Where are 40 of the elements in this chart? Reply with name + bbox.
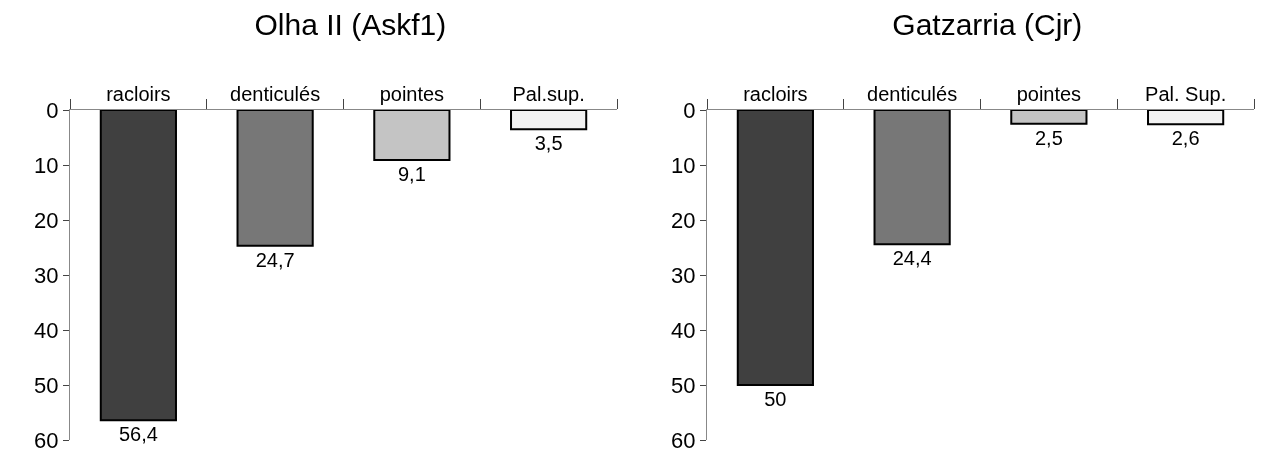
bar xyxy=(510,110,588,131)
bar xyxy=(873,110,951,246)
y-tick-label: 40 xyxy=(671,317,696,343)
bar xyxy=(1147,110,1225,126)
data-label: 24,7 xyxy=(255,248,295,271)
y-tick-label: 30 xyxy=(671,262,696,288)
x-tick-label: racloirs xyxy=(106,83,171,105)
y-tick-label: 20 xyxy=(671,207,696,233)
x-tick-label: pointes xyxy=(379,83,445,105)
y-tick-label: 0 xyxy=(46,97,59,123)
y-tick-label: 50 xyxy=(34,372,59,398)
data-label: 24,4 xyxy=(892,247,932,270)
y-tick-label: 30 xyxy=(34,262,59,288)
y-tick-label: 20 xyxy=(34,207,59,233)
x-tick-label: pointes xyxy=(1016,83,1082,105)
data-label: 56,4 xyxy=(118,423,158,446)
y-tick-label: 10 xyxy=(34,152,59,178)
data-label: 50 xyxy=(764,388,787,410)
data-label: 9,1 xyxy=(397,163,426,186)
bar xyxy=(736,110,814,386)
data-label: 2,6 xyxy=(1171,127,1200,150)
x-tick-label: Pal. Sup. xyxy=(1145,83,1227,105)
chart-title: Gatzarria (Cjr) xyxy=(892,8,1083,42)
bar xyxy=(373,110,451,162)
data-label: 3,5 xyxy=(534,132,563,155)
bar xyxy=(236,110,314,247)
y-tick-label: 0 xyxy=(683,97,696,123)
y-tick-label: 60 xyxy=(671,427,696,453)
bar xyxy=(99,110,177,422)
y-tick-label: 10 xyxy=(671,152,696,178)
x-tick-label: racloirs xyxy=(743,83,808,105)
bar xyxy=(1010,110,1088,125)
data-label: 2,5 xyxy=(1034,126,1063,149)
x-tick-label: Pal.sup. xyxy=(512,83,585,105)
y-tick-label: 50 xyxy=(671,372,696,398)
chart-title: Olha II (Askf1) xyxy=(254,8,447,42)
y-tick-label: 40 xyxy=(34,317,59,343)
x-tick-label: denticulés xyxy=(230,83,321,105)
x-tick-label: denticulés xyxy=(867,83,958,105)
y-tick-label: 60 xyxy=(34,427,59,453)
